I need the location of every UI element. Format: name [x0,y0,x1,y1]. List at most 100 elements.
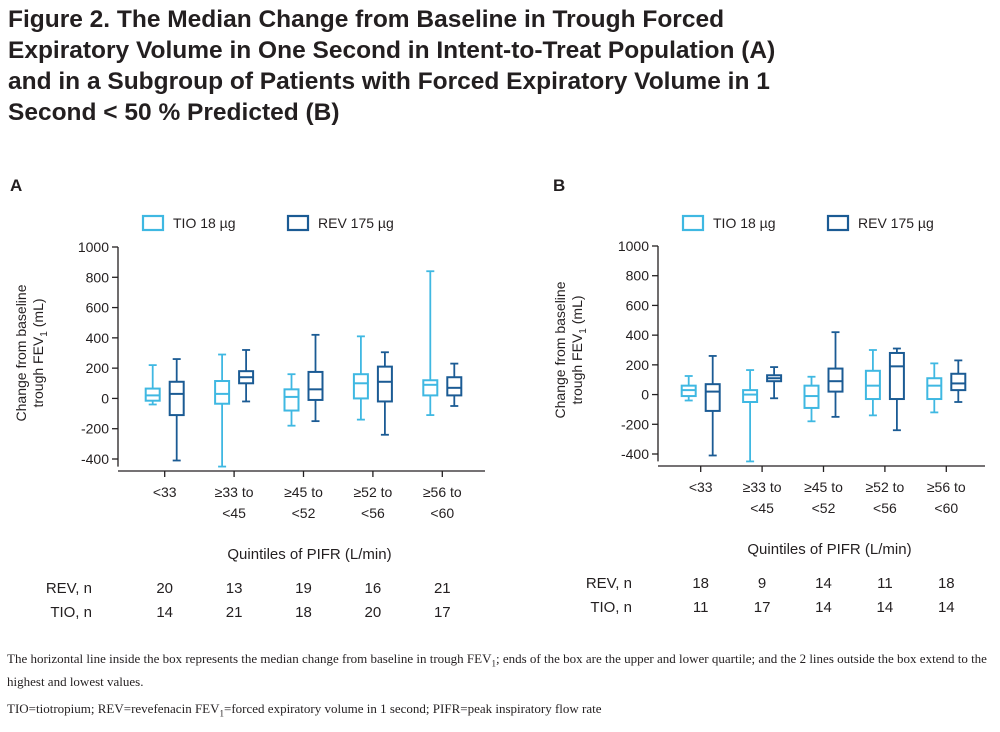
count-value: 14 [156,604,173,620]
y-tick-label: 200 [86,360,110,376]
iqr-box [926,377,943,401]
y-tick-label: 800 [86,269,110,285]
iqr-box [446,376,463,397]
count-row-label: TIO, n [50,604,92,620]
y-tick-label: 600 [626,297,650,313]
y-tick-label: 1000 [618,238,649,254]
y-axis-label: Change from baselinetrough FEV1 (mL) [13,284,50,421]
box-rev [888,347,905,432]
figure-title-line: Second < 50 % Predicted (B) [8,99,340,126]
legend-label: REV 175 µg [858,215,934,231]
x-tick-label: <45 [222,505,246,521]
figure-title-line: Expiratory Volume in One Second in Inten… [8,37,776,64]
iqr-box [422,379,439,397]
legend-swatch [681,214,705,232]
legend-label: TIO 18 µg [713,215,776,231]
x-tick-label: <60 [430,505,454,521]
x-tick-label: ≥45 to [804,479,843,495]
count-value: 9 [758,575,766,592]
footnote-abbreviations: TIO=tiotropium; REV=revefenacin FEV1=for… [7,700,602,719]
count-value: 17 [754,599,771,616]
count-row-label: TIO, n [590,599,632,616]
iqr-box [742,389,759,404]
count-value: 14 [815,599,832,616]
box-rev [376,351,393,436]
x-axis-title: Quintiles of PIFR (L/min) [227,546,391,563]
footnote-boxplot-explanation: The horizontal line inside the box repre… [7,651,987,689]
y-tick-label: 200 [626,357,650,373]
y-tick-label: -200 [621,416,649,432]
x-tick-label: <56 [361,505,385,521]
x-axis-title: Quintiles of PIFR (L/min) [747,541,911,558]
iqr-box [214,380,231,405]
count-value: 18 [295,604,312,620]
count-value: 14 [815,575,832,592]
y-tick-label: 400 [626,327,650,343]
iqr-box [827,367,844,393]
x-tick-label: <52 [812,500,836,516]
iqr-box [307,370,324,401]
panel-label: B [553,176,565,195]
box-tio [352,335,369,421]
box-tio [422,270,439,416]
count-value: 19 [295,580,312,597]
x-tick-label: ≥56 to [423,484,462,500]
x-tick-label: ≥45 to [284,484,323,500]
count-value: 20 [365,604,382,620]
count-value: 14 [877,599,894,616]
panel-label: A [10,176,22,195]
box-rev [446,362,463,407]
iqr-box [376,365,393,403]
x-tick-label: <56 [873,500,897,516]
x-tick-label: <33 [689,479,713,495]
y-tick-label: 0 [641,387,649,403]
box-tio [742,369,759,463]
count-row-label: REV, n [46,580,92,597]
box-rev [766,366,783,400]
box-tio [144,364,161,406]
y-tick-label: 0 [101,390,109,406]
iqr-box [168,380,185,417]
box-tio [864,349,881,417]
legend-swatch [141,214,165,232]
figure-title-line: and in a Subgroup of Patients with Force… [8,68,770,95]
legend-label: REV 175 µg [318,215,394,231]
count-value: 18 [692,575,709,592]
box-tio [680,375,697,402]
box-rev [307,333,324,423]
x-tick-label: ≥33 to [743,479,782,495]
y-tick-label: -400 [621,446,649,462]
box-rev [827,331,844,418]
footnotes: The horizontal line inside the box repre… [7,650,997,732]
count-value: 11 [877,575,893,592]
x-tick-label: <33 [153,484,177,500]
box-tio [283,373,300,427]
x-tick-label: ≥52 to [353,484,392,500]
y-tick-label: 400 [86,330,110,346]
box-rev [168,358,185,462]
box-tio [926,362,943,414]
box-tio [214,353,231,468]
iqr-box [352,373,369,400]
x-tick-label: <52 [292,505,316,521]
iqr-box [888,351,905,401]
figure-title: Figure 2. The Median Change from Baselin… [8,4,988,128]
box-tio [803,375,820,423]
count-value: 20 [156,580,173,597]
x-tick-label: ≥33 to [215,484,254,500]
y-tick-label: 600 [86,300,110,316]
legend-label: TIO 18 µg [173,215,236,231]
x-tick-label: ≥56 to [927,479,966,495]
legend-swatch [826,214,850,232]
figure-title-line: Figure 2. The Median Change from Baselin… [8,6,725,33]
x-tick-label: <45 [750,500,774,516]
y-axis-label: Change from baselinetrough FEV1 (mL) [552,281,589,418]
count-value: 21 [226,604,243,620]
chart-panel-a: A TIO 18 µg REV 175 µg 1000 800 600 400 200 0 -20… [10,176,485,620]
box-rev [950,359,967,403]
count-value: 11 [693,599,709,616]
count-row-label: REV, n [586,575,632,592]
iqr-box [704,383,721,412]
box-rev [704,355,721,457]
